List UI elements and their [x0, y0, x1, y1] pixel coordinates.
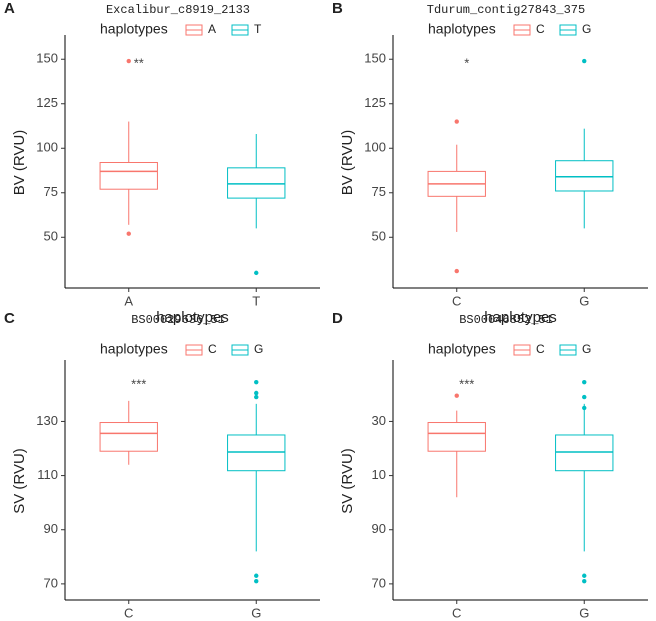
x-tick-label: G — [251, 605, 261, 620]
y-tick-label: 150 — [364, 51, 386, 66]
panel: 50 75 100 125 150 C G * B Tdurum_contig27843_375h… — [332, 0, 648, 326]
outlier — [582, 573, 587, 578]
x-tick-label: G — [579, 293, 589, 308]
outlier — [254, 573, 259, 578]
y-tick-label: 50 — [372, 229, 386, 244]
panel-label: C — [4, 310, 15, 327]
x-tick-label: C — [452, 605, 461, 620]
panel: 50 75 100 125 150 A T ** A Excalibur_c8919_2133ha… — [4, 0, 320, 326]
outlier — [582, 379, 587, 385]
outlier — [582, 405, 587, 411]
legend-label: C — [536, 22, 545, 36]
chart-title: BS00029636_51 — [131, 313, 225, 327]
x-axis-title: haplotypes — [484, 309, 557, 326]
legend-label: C — [536, 342, 545, 356]
box — [99, 162, 158, 190]
y-tick-label: 110 — [37, 467, 58, 482]
panel-label: A — [4, 0, 15, 17]
outlier — [254, 379, 259, 385]
y-tick-label: 70 — [44, 575, 58, 590]
panel: 7090110130CG***CBS00029636_51haplotypesS… — [4, 310, 320, 621]
outlier — [126, 231, 131, 236]
legend-label: C — [208, 342, 217, 356]
x-axis-title: haplotypes — [156, 309, 229, 326]
y-tick-label: 75 — [44, 184, 58, 199]
box — [99, 422, 158, 452]
annotation: *** — [131, 377, 146, 392]
y-tick-label: 70 — [372, 575, 386, 590]
outlier — [254, 578, 259, 584]
y-tick-label: 125 — [36, 95, 58, 110]
outlier — [454, 268, 459, 274]
x-tick-label: A — [124, 293, 133, 308]
box — [227, 167, 286, 199]
chart-title: Tdurum_contig27843_375 — [427, 3, 585, 17]
legend-title: haplotypes — [428, 21, 496, 37]
box — [555, 434, 614, 472]
legend-label: G — [254, 342, 263, 356]
box — [555, 160, 614, 192]
y-tick-label: 100 — [36, 140, 58, 155]
outlier — [254, 394, 259, 400]
outlier — [582, 578, 587, 584]
y-tick-label: 30 — [372, 413, 386, 428]
outlier — [254, 390, 259, 396]
y-axis-title: SV (RVU) — [11, 448, 28, 514]
y-tick-label: 100 — [364, 140, 386, 155]
legend-label: G — [582, 22, 591, 36]
legend-title: haplotypes — [100, 21, 168, 37]
box — [227, 434, 286, 472]
panel-label: D — [332, 310, 343, 327]
x-tick-label: G — [579, 605, 589, 620]
y-tick-label: 90 — [44, 521, 58, 536]
y-axis-title: SV (RVU) — [339, 448, 356, 514]
outlier — [454, 393, 459, 398]
y-tick-label: 130 — [36, 413, 58, 428]
legend-title: haplotypes — [428, 341, 496, 357]
y-tick-label: 90 — [372, 521, 386, 536]
legend-label: G — [582, 342, 591, 356]
y-axis-title: BV (RVU) — [339, 130, 356, 196]
legend-label: A — [208, 22, 216, 36]
y-tick-label: 150 — [36, 51, 58, 66]
chart-title: BS00046852_51 — [459, 313, 553, 327]
y-tick-label: 50 — [44, 229, 58, 244]
outlier — [582, 58, 587, 64]
annotation: *** — [459, 377, 474, 392]
outlier — [126, 58, 131, 64]
annotation: * — [464, 55, 469, 70]
outlier — [254, 270, 259, 276]
outlier — [582, 394, 587, 400]
y-axis-title: BV (RVU) — [11, 130, 28, 196]
y-tick-label: 75 — [372, 184, 386, 199]
x-tick-label: C — [452, 293, 461, 308]
panel-label: B — [332, 0, 343, 17]
annotation: ** — [134, 55, 144, 70]
legend-title: haplotypes — [100, 341, 168, 357]
x-tick-label: C — [124, 605, 133, 620]
y-tick-label: 125 — [364, 95, 386, 110]
panel: 70901030CG***DBS00046852_51haplotypesSV … — [332, 310, 648, 621]
box — [427, 422, 486, 452]
chart-title: Excalibur_c8919_2133 — [106, 3, 250, 17]
legend-label: T — [254, 22, 262, 36]
y-tick-label: 10 — [372, 467, 386, 482]
x-tick-label: T — [252, 293, 260, 308]
outlier — [454, 119, 459, 124]
